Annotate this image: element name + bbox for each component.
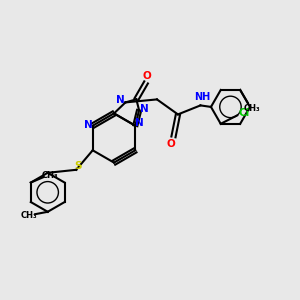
Text: CH₃: CH₃ [20, 211, 37, 220]
Text: O: O [167, 139, 176, 148]
Text: N: N [135, 118, 144, 128]
Text: NH: NH [194, 92, 210, 102]
Text: N: N [116, 95, 125, 105]
Text: O: O [142, 71, 152, 81]
Text: CH₃: CH₃ [244, 103, 260, 112]
Text: CH₃: CH₃ [42, 171, 58, 180]
Text: Cl: Cl [238, 108, 249, 118]
Text: S: S [74, 161, 81, 171]
Text: N: N [140, 104, 148, 114]
Text: N: N [84, 120, 93, 130]
